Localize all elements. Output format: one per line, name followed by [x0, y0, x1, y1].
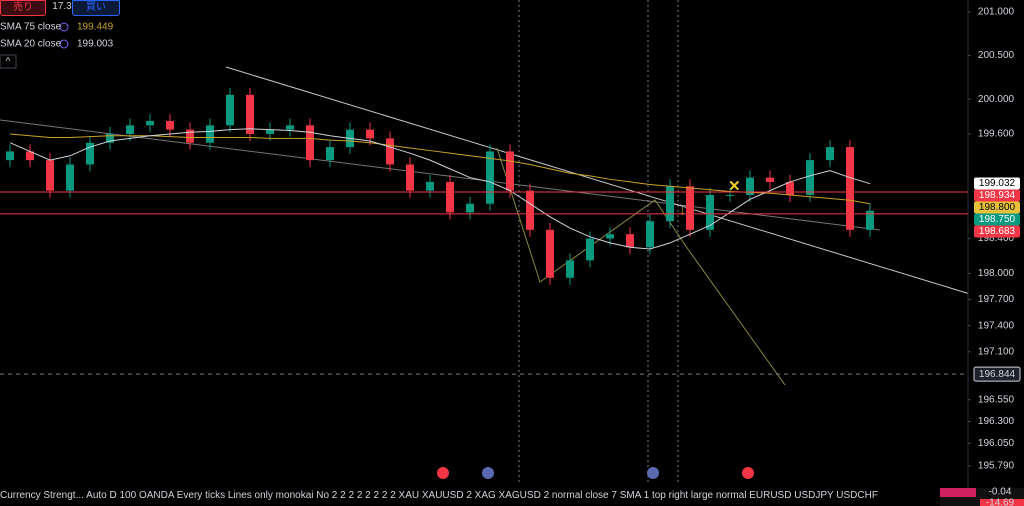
candle-body: [846, 147, 854, 230]
price-tag-label: 198.683: [979, 226, 1016, 237]
candle-body: [506, 151, 514, 191]
y-tick-label: 200.000: [978, 94, 1015, 105]
candle-body: [6, 151, 14, 161]
projection-line[interactable]: [496, 147, 786, 386]
candle-body: [226, 94, 234, 126]
y-tick-label: 196.550: [978, 394, 1015, 405]
candle-body: [566, 260, 574, 278]
trend-line[interactable]: [0, 119, 881, 231]
crosshair-label: 196.844: [979, 369, 1016, 380]
candle-body: [686, 186, 694, 230]
candle-body: [806, 160, 814, 195]
candle-body: [766, 177, 774, 182]
y-tick-label: 196.300: [978, 416, 1015, 427]
indicator-badge: [940, 488, 976, 497]
candle-body: [866, 210, 874, 230]
collapse-button[interactable]: [0, 54, 17, 69]
candle-body: [726, 194, 734, 196]
legend-value: 199.449: [77, 22, 114, 33]
price-tag: [974, 201, 1020, 214]
event-icon[interactable]: [647, 467, 659, 479]
candle-body: [266, 129, 274, 135]
legend-name: SMA 75 close: [0, 22, 62, 33]
candle-body: [46, 160, 54, 191]
candle-body: [826, 147, 834, 161]
candle-body: [326, 147, 334, 161]
candle-body: [306, 125, 314, 161]
y-tick-label: 197.700: [978, 294, 1015, 305]
indicator-badge: [980, 499, 1024, 506]
candle-body: [366, 129, 374, 139]
price-tag: [974, 213, 1020, 226]
y-tick-label: 197.400: [978, 320, 1015, 331]
price-tag-label: 199.032: [979, 178, 1016, 189]
legend-icon: [59, 39, 69, 49]
status-bar: Currency Strengt... Auto D 100 OANDA Eve…: [0, 490, 880, 501]
candle-body: [646, 221, 654, 248]
candle-body: [126, 125, 134, 135]
candle-body: [406, 164, 414, 191]
spread: 17.3: [52, 1, 72, 12]
y-tick-label: 195.790: [978, 461, 1015, 472]
price-tag: [974, 177, 1020, 190]
price-axis: [968, 0, 1024, 506]
candle-body: [426, 181, 434, 191]
price-tag: [974, 225, 1020, 238]
candle-body: [706, 194, 714, 230]
price-tag: [974, 189, 1020, 202]
candle-body: [626, 234, 634, 248]
candle-body: [466, 203, 474, 213]
crosshair-tag: [973, 366, 1021, 382]
price-tag-label: 198.934: [979, 190, 1016, 201]
candle-body: [606, 234, 614, 239]
legend-name: SMA 20 close: [0, 39, 62, 50]
event-icons: [437, 467, 754, 479]
candle-body: [186, 129, 194, 143]
sell-button[interactable]: 売り: [0, 0, 46, 16]
candle-body: [206, 125, 214, 143]
legend-value: 199.003: [77, 39, 114, 50]
y-tick-label: 198.400: [978, 233, 1015, 244]
candle-body: [106, 134, 114, 143]
candle-body: [286, 125, 294, 130]
candle-body: [666, 186, 674, 222]
candle-body: [66, 164, 74, 191]
candle-body: [786, 181, 794, 195]
candle-body: [526, 190, 534, 230]
candle-body: [26, 151, 34, 161]
candle-body: [446, 181, 454, 213]
y-tick-label: 201.000: [978, 7, 1015, 18]
indicator-value: -14.69: [986, 498, 1015, 506]
event-icon[interactable]: [482, 467, 494, 479]
candle-body: [166, 120, 174, 130]
y-tick-label: 198.000: [978, 268, 1015, 279]
candle-body: [146, 120, 154, 126]
y-tick-label: 197.100: [978, 346, 1015, 357]
candle-body: [546, 229, 554, 278]
cross-marker: ✕: [728, 178, 741, 195]
candle-body: [486, 151, 494, 204]
buy-button[interactable]: 買い: [72, 0, 120, 16]
candle-body: [746, 177, 754, 195]
y-tick-label: 199.600: [978, 129, 1015, 140]
indicator-value: -0.04: [989, 487, 1012, 498]
y-tick-label: 196.050: [978, 438, 1015, 449]
collapse-icon: ^: [6, 57, 11, 68]
candle-body: [386, 138, 394, 165]
price-tag-label: 198.750: [979, 214, 1016, 225]
candle-body: [246, 94, 254, 135]
candle-body: [86, 142, 94, 165]
trend-line[interactable]: [225, 66, 971, 295]
event-icon[interactable]: [437, 467, 449, 479]
sma-line: [9, 133, 871, 205]
price-tag-label: 198.800: [979, 202, 1016, 213]
legend-icon: [59, 22, 69, 32]
y-tick-label: 200.500: [978, 50, 1015, 61]
sma-line: [9, 128, 871, 250]
candle-body: [586, 238, 594, 261]
event-icon[interactable]: [742, 467, 754, 479]
arrow-marker: ↓: [679, 202, 686, 217]
